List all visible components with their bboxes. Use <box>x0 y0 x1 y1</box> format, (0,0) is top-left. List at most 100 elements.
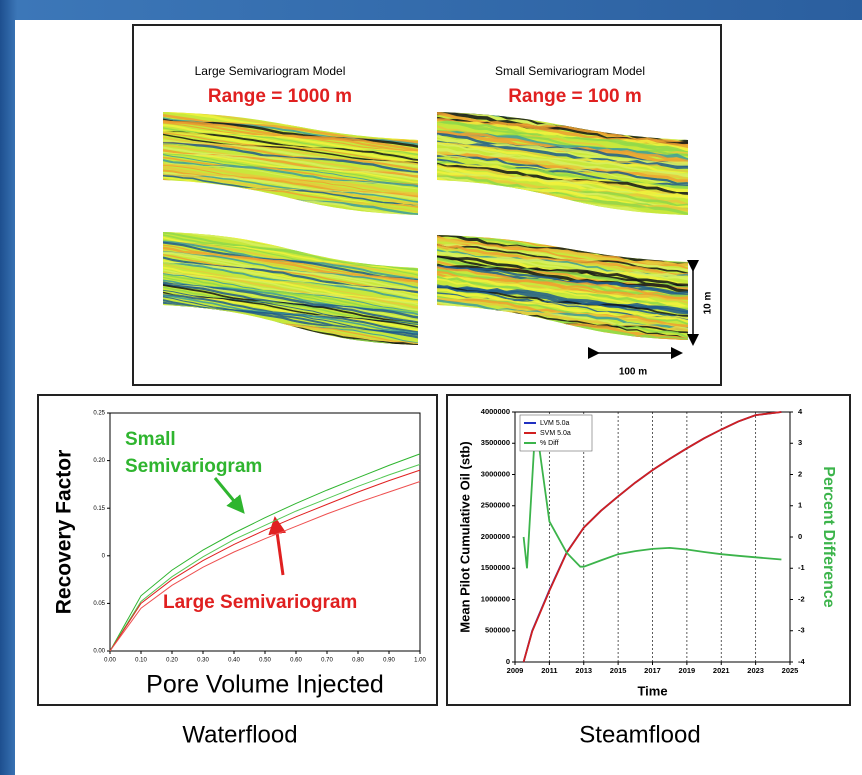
x-tick-label: 2025 <box>782 666 799 675</box>
x-tick-label: 0.30 <box>197 658 209 664</box>
y2-tick-label: -4 <box>798 657 805 666</box>
y2-tick-label: 3 <box>798 438 802 447</box>
data-line <box>522 411 782 663</box>
annotation: Semivariogram <box>125 456 262 477</box>
texture-line <box>163 284 418 325</box>
plot-frame <box>514 411 791 663</box>
texture-line <box>163 252 418 292</box>
texture-line <box>437 153 688 184</box>
texture-line <box>163 130 418 164</box>
x-tick-label: 0.10 <box>135 658 147 664</box>
texture-line <box>163 262 418 303</box>
texture-line <box>163 173 418 207</box>
y-tick-label: 3500000 <box>481 438 510 447</box>
y-axis-label: Recovery Factor <box>53 450 76 615</box>
texture-line <box>437 288 688 320</box>
x-tick-label: 0.60 <box>290 658 302 664</box>
y-tick-label: 2000000 <box>481 532 510 541</box>
y-tick-label: 4000000 <box>481 407 510 416</box>
texture-line <box>163 173 418 204</box>
data-line <box>522 421 782 569</box>
scale-label: 100 m <box>619 367 647 378</box>
y-tick-label: 0.05 <box>93 601 105 607</box>
data-line <box>109 463 421 652</box>
texture-line <box>163 133 418 165</box>
plot-frame <box>109 412 421 652</box>
x-tick-label: 2021 <box>713 666 730 675</box>
y-tick-label: 0.15 <box>93 506 105 512</box>
texture-line <box>437 140 688 171</box>
x-tick-label: 1.00 <box>414 658 426 664</box>
x-tick-label: 2009 <box>507 666 524 675</box>
annotation: Small <box>125 429 176 450</box>
texture-line <box>437 255 688 289</box>
y2-axis-label: Percent Difference <box>820 466 837 607</box>
y2-tick-label: -2 <box>798 594 805 603</box>
x-tick-label: 0.40 <box>228 658 240 664</box>
x-tick-label: 2011 <box>541 666 557 675</box>
range-label: Range = 100 m <box>508 86 642 107</box>
texture-line <box>163 112 418 143</box>
range-label: Range = 1000 m <box>208 86 352 107</box>
x-tick-label: 2015 <box>610 666 627 675</box>
annotation-arrow <box>213 477 245 514</box>
texture-line <box>437 286 688 320</box>
legend-label: % Diff <box>540 440 559 447</box>
panel-title: Small Semivariogram Model <box>495 64 645 78</box>
x-tick-label: 2019 <box>679 666 696 675</box>
x-tick-label: 0.20 <box>166 658 178 664</box>
texture-line <box>437 165 688 199</box>
data-line <box>109 453 421 652</box>
texture-line <box>163 122 418 153</box>
x-axis-label: Time <box>637 683 667 698</box>
y-tick-label: 1000000 <box>481 594 510 603</box>
x-tick-label: 0.80 <box>352 658 364 664</box>
scale-label: 10 m <box>703 291 714 314</box>
x-tick-label: 0.70 <box>321 658 333 664</box>
y2-tick-label: 2 <box>798 469 802 478</box>
y-tick-label: 0.00 <box>93 649 105 655</box>
y2-tick-label: -1 <box>798 563 805 572</box>
texture-line <box>163 151 418 182</box>
caption: Waterflood <box>182 721 297 748</box>
texture-line <box>163 273 418 312</box>
y2-tick-label: 1 <box>798 501 802 510</box>
y-tick-label: 0.25 <box>93 411 105 417</box>
legend-label: LVM 5.0a <box>540 420 570 427</box>
y-tick-label: 1500000 <box>481 563 510 572</box>
texture-line <box>163 291 418 329</box>
x-tick-label: 0.50 <box>259 658 271 664</box>
texture-line <box>437 142 688 178</box>
x-tick-label: 0.90 <box>383 658 395 664</box>
panel-title: Large Semivariogram Model <box>195 64 346 78</box>
texture-line <box>163 152 418 184</box>
x-axis-label: Pore Volume Injected <box>146 671 384 699</box>
legend-label: SVM 5.0a <box>540 430 571 437</box>
x-tick-label: 2017 <box>644 666 661 675</box>
y2-tick-label: 0 <box>798 532 802 541</box>
y-tick-label: 0 <box>102 553 106 559</box>
texture-line <box>163 263 418 303</box>
x-tick-label: 2013 <box>575 666 592 675</box>
y-axis-label: Mean Pilot Cumulative Oil (stb) <box>457 441 472 632</box>
y-tick-label: 2500000 <box>481 501 510 510</box>
y-tick-label: 500000 <box>485 626 510 635</box>
x-tick-label: 0.00 <box>104 658 116 664</box>
annotation: Large Semivariogram <box>163 592 357 613</box>
texture-line <box>437 163 688 199</box>
texture-line <box>437 153 688 188</box>
data-line <box>109 469 421 652</box>
data-line <box>109 481 421 652</box>
x-tick-label: 2023 <box>747 666 764 675</box>
y2-tick-label: -3 <box>798 626 805 635</box>
texture-line <box>163 154 418 186</box>
caption: Steamflood <box>579 721 700 748</box>
y2-tick-label: 4 <box>798 407 803 416</box>
y-tick-label: 0.20 <box>93 458 105 464</box>
texture-line <box>437 120 688 155</box>
y-tick-label: 3000000 <box>481 469 510 478</box>
y-tick-label: 0 <box>506 657 510 666</box>
texture-line <box>437 244 688 279</box>
